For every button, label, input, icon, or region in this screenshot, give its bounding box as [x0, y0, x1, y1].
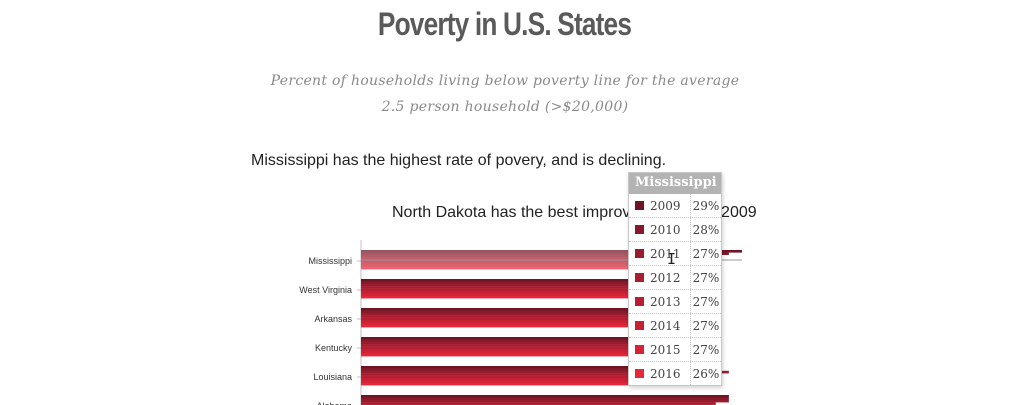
- bar-kentucky-2016[interactable]: [361, 353, 703, 357]
- category-label: Kentucky: [315, 343, 353, 353]
- legend-swatch: [635, 225, 644, 234]
- category-label: West Virginia: [299, 285, 352, 295]
- bar-alabama-2009[interactable]: [361, 395, 729, 398]
- legend-swatch: [635, 321, 644, 330]
- legend-swatch: [635, 369, 644, 378]
- bar-kentucky-2013[interactable]: [361, 346, 703, 350]
- tooltip-year-cell: 2014: [629, 314, 691, 337]
- bar-arkansas-2009[interactable]: [361, 308, 703, 311]
- legend-swatch: [635, 345, 644, 354]
- tooltip-year: 2010: [650, 222, 681, 237]
- tooltip-year-cell: 2013: [629, 290, 691, 313]
- tooltip-row-2011: 2011 27%: [629, 241, 721, 265]
- bar-louisiana-2013[interactable]: [361, 375, 716, 379]
- tooltip-year: 2014: [650, 318, 681, 333]
- bar-alabama-2012[interactable]: [361, 402, 716, 405]
- tooltip-rows: 2009 29% 2010 28% 2011 27% 2012 27% 2013 27% 2014 2…: [629, 194, 721, 385]
- tooltip-value: 27%: [692, 342, 720, 357]
- legend-swatch: [635, 249, 644, 258]
- bar-louisiana-2014[interactable]: [361, 378, 716, 381]
- tooltip-year: 2015: [650, 342, 681, 357]
- tooltip-year: 2016: [650, 366, 681, 381]
- bar-arkansas-2013[interactable]: [361, 317, 703, 321]
- legend-swatch: [635, 201, 644, 210]
- tooltip-row-2010: 2010 28%: [629, 217, 721, 241]
- tooltip-year-cell: 2009: [629, 194, 691, 217]
- category-label: Alabama: [316, 401, 352, 405]
- bar-mississippi-2013[interactable]: [361, 259, 716, 263]
- category-label: Louisiana: [313, 372, 352, 382]
- text-cursor-icon: I: [667, 250, 677, 268]
- bar-louisiana-2010[interactable]: [361, 368, 716, 371]
- page-subtitle: Percent of households living below pover…: [270, 73, 740, 115]
- bar-arkansas-2010[interactable]: [361, 310, 703, 313]
- legend-swatch: [635, 297, 644, 306]
- bar-louisiana-2012[interactable]: [361, 373, 716, 376]
- tooltip-value: 26%: [692, 366, 720, 381]
- bar-mississippi-2012[interactable]: [361, 257, 716, 260]
- tooltip-year-cell: 2012: [629, 266, 691, 289]
- tooltip-year: 2011: [650, 246, 681, 261]
- bar-arkansas-2015[interactable]: [361, 322, 703, 325]
- tooltip-title: Mississippi: [629, 173, 721, 194]
- bar-mississippi-2010[interactable]: [361, 252, 729, 255]
- bar-louisiana-2015[interactable]: [361, 380, 703, 383]
- tooltip-value: 28%: [692, 222, 720, 237]
- bar-mississippi-2011[interactable]: [361, 254, 716, 258]
- bar-west-virginia-2009[interactable]: [361, 279, 716, 282]
- bar-arkansas-2012[interactable]: [361, 315, 703, 318]
- tooltip-year: 2009: [650, 198, 681, 213]
- tooltip-year-cell: 2010: [629, 218, 691, 241]
- bar-mississippi-2015[interactable]: [361, 264, 716, 267]
- tooltip-year: 2013: [650, 294, 681, 309]
- tooltip-value: 27%: [692, 246, 720, 261]
- tooltip-value: 29%: [692, 198, 720, 213]
- bar-mississippi-2014[interactable]: [361, 262, 716, 265]
- bar-west-virginia-2016[interactable]: [361, 295, 703, 299]
- bar-west-virginia-2011[interactable]: [361, 283, 716, 287]
- bar-arkansas-2011[interactable]: [361, 312, 703, 316]
- tooltip-value: 27%: [692, 270, 720, 285]
- bar-west-virginia-2015[interactable]: [361, 293, 703, 296]
- bar-west-virginia-2010[interactable]: [361, 281, 716, 284]
- category-label: Arkansas: [314, 314, 352, 324]
- bar-kentucky-2011[interactable]: [361, 341, 716, 345]
- bar-kentucky-2010[interactable]: [361, 339, 716, 342]
- bar-kentucky-2012[interactable]: [361, 344, 716, 347]
- tooltip-year-cell: 2015: [629, 338, 691, 361]
- bar-west-virginia-2012[interactable]: [361, 286, 716, 289]
- bar-louisiana-2011[interactable]: [361, 370, 729, 374]
- tooltip-row-2015: 2015 27%: [629, 337, 721, 361]
- category-label: Mississippi: [308, 256, 352, 266]
- tooltip-year-cell: 2011: [629, 242, 691, 265]
- bar-kentucky-2009[interactable]: [361, 337, 716, 340]
- bar-west-virginia-2013[interactable]: [361, 288, 716, 292]
- tooltip-row-2009: 2009 29%: [629, 194, 721, 217]
- page-title: Poverty in U.S. States: [377, 6, 632, 42]
- bar-louisiana-2016[interactable]: [361, 382, 703, 386]
- tooltip-year-cell: 2016: [629, 362, 691, 385]
- bar-arkansas-2014[interactable]: [361, 320, 703, 323]
- bar-alabama-2010[interactable]: [361, 397, 729, 400]
- tooltip-year: 2012: [650, 270, 681, 285]
- tooltip-row-2016: 2016 26%: [629, 361, 721, 385]
- tooltip-value: 27%: [692, 294, 720, 309]
- bar-louisiana-2009[interactable]: [361, 366, 716, 369]
- bar-alabama-2011[interactable]: [361, 399, 729, 403]
- bar-kentucky-2015[interactable]: [361, 351, 703, 354]
- bar-kentucky-2014[interactable]: [361, 349, 703, 352]
- bar-arkansas-2016[interactable]: [361, 324, 703, 328]
- bar-mississippi-2016[interactable]: [361, 266, 703, 270]
- chart-tooltip: Mississippi 2009 29% 2010 28% 2011 27% 2012 27%…: [628, 172, 722, 386]
- bar-mississippi-2009[interactable]: [361, 250, 742, 253]
- bar-west-virginia-2014[interactable]: [361, 291, 716, 294]
- annotation-mississippi: Mississippi has the highest rate of pove…: [251, 152, 667, 169]
- tooltip-row-2014: 2014 27%: [629, 313, 721, 337]
- tooltip-row-2013: 2013 27%: [629, 289, 721, 313]
- tooltip-row-2012: 2012 27%: [629, 265, 721, 289]
- tooltip-value: 27%: [692, 318, 720, 333]
- legend-swatch: [635, 273, 644, 282]
